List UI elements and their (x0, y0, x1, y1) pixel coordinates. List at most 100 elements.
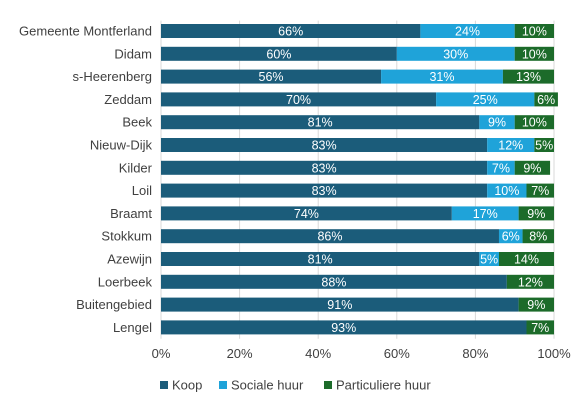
bar-segment-particuliere-huur (514, 24, 554, 38)
data-label: 7% (531, 321, 549, 335)
bar-segment-koop (161, 183, 488, 198)
data-label: 91% (327, 298, 352, 312)
bar-segment-sociale-huur (479, 252, 499, 266)
bar-segment-sociale-huur (396, 46, 515, 61)
data-label: 60% (266, 47, 291, 61)
bar-segment-sociale-huur (487, 138, 535, 152)
data-label: 5% (535, 139, 553, 153)
data-label: 88% (321, 275, 346, 289)
data-label: 9% (523, 161, 541, 175)
category-label: Azewijn (107, 252, 152, 267)
bar-segment-particuliere-huur (522, 229, 554, 244)
bar-segment-particuliere-huur (534, 138, 554, 152)
bar-segment-particuliere-huur (514, 160, 551, 175)
data-label: 56% (259, 70, 284, 84)
data-label: 14% (514, 253, 539, 267)
bar-segment-koop (161, 24, 421, 38)
data-label: 10% (522, 25, 547, 39)
legend-swatch (160, 381, 168, 389)
bar-segment-koop (161, 92, 437, 107)
legend-swatch (219, 381, 227, 389)
legend-label: Koop (172, 378, 202, 393)
x-tick-label: 100% (537, 346, 571, 361)
data-label: 17% (473, 207, 498, 221)
bar-segment-koop (161, 115, 480, 130)
data-label: 10% (494, 184, 519, 198)
data-label: 10% (522, 47, 547, 61)
category-label: Lengel (113, 320, 152, 335)
bar-segment-koop (161, 69, 382, 84)
bar-segment-sociale-huur (487, 183, 527, 198)
data-label: 9% (527, 207, 545, 221)
bar-segment-particuliere-huur (534, 92, 558, 107)
data-label: 6% (537, 93, 555, 107)
data-label: 93% (331, 321, 356, 335)
category-label: Stokkum (101, 229, 152, 244)
legend-label: Sociale huur (231, 378, 304, 393)
category-label: Zeddam (104, 92, 152, 107)
bar-segment-koop (161, 138, 488, 152)
bar-segment-particuliere-huur (502, 69, 554, 84)
bar-segment-sociale-huur (479, 115, 515, 130)
bar-segment-particuliere-huur (526, 183, 554, 198)
category-label: Loerbeek (98, 274, 153, 289)
bar-segment-particuliere-huur (514, 115, 554, 130)
data-label: 83% (312, 139, 337, 153)
category-label: Buitengebied (76, 297, 152, 312)
data-label: 9% (527, 298, 545, 312)
data-label: 31% (429, 70, 454, 84)
bar-segment-particuliere-huur (506, 274, 554, 289)
data-label: 25% (473, 93, 498, 107)
data-label: 24% (455, 25, 480, 39)
data-label: 8% (529, 230, 547, 244)
bar-segment-sociale-huur (451, 206, 519, 221)
bar-segment-koop (161, 206, 452, 221)
category-label: Gemeente Montferland (19, 24, 152, 39)
x-tick-label: 0% (152, 346, 171, 361)
bar-segment-koop (161, 297, 519, 312)
data-label: 81% (308, 116, 333, 130)
data-label: 5% (480, 253, 498, 267)
data-label: 12% (518, 275, 543, 289)
data-label: 86% (317, 230, 342, 244)
bar-segment-sociale-huur (381, 69, 503, 84)
data-label: 30% (443, 47, 468, 61)
bar-segment-koop (161, 46, 397, 61)
legend-label: Particuliere huur (336, 378, 431, 393)
bar-segment-particuliere-huur (518, 206, 554, 221)
bar-segment-koop (161, 252, 480, 266)
x-tick-label: 20% (227, 346, 253, 361)
legend-swatch (324, 381, 332, 389)
data-label: 83% (312, 184, 337, 198)
category-label: Didam (114, 46, 152, 61)
bar-segment-particuliere-huur (498, 252, 554, 266)
bar-segment-sociale-huur (420, 24, 515, 38)
bar-segment-koop (161, 320, 527, 335)
bar-segment-sociale-huur (487, 160, 515, 175)
bar-segment-sociale-huur (498, 229, 523, 244)
data-label: 70% (286, 93, 311, 107)
data-label: 7% (531, 184, 549, 198)
data-label: 13% (516, 70, 541, 84)
legend: Koop Sociale huur Particuliere huur (160, 378, 431, 393)
category-axis: Gemeente Montferland Didam s-Heerenberg Zed… (19, 24, 153, 335)
data-label: 74% (294, 207, 319, 221)
category-label: Loil (132, 183, 152, 198)
data-label: 66% (278, 25, 303, 39)
bar-segment-particuliere-huur (526, 320, 554, 335)
bar-segment-koop (161, 160, 488, 175)
bar-segment-sociale-huur (436, 92, 535, 107)
category-label: Kilder (119, 160, 153, 175)
data-label: 83% (312, 161, 337, 175)
gridlines (160, 20, 555, 339)
bars: 66% 24% 10% 60% 30% 10% 56% 31% 13% 70% 25% 6% 81% 9%… (161, 24, 558, 335)
data-label: 9% (488, 116, 506, 130)
category-label: Braamt (110, 206, 152, 221)
data-label: 10% (522, 116, 547, 130)
x-tick-label: 60% (384, 346, 410, 361)
value-axis: 0% 20% 40% 60% 80% 100% (152, 346, 571, 361)
x-tick-label: 40% (305, 346, 331, 361)
bar-segment-particuliere-huur (514, 46, 554, 61)
